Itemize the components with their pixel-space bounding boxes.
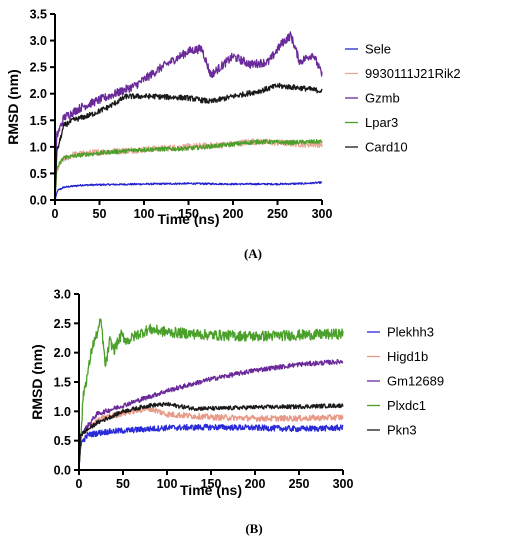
x-tick-label: 250: [267, 207, 288, 221]
series-line-Gzmb: [55, 31, 323, 200]
panel-label: (A): [244, 246, 262, 261]
x-tick-label: 50: [116, 477, 130, 491]
y-tick-label: 3.0: [30, 34, 47, 48]
series-line-Lpar3: [55, 138, 323, 200]
series-line-Plxdc1: [79, 318, 344, 470]
legend-label-Gm12689: Gm12689: [387, 374, 444, 389]
series-line-Plekhh3: [79, 423, 344, 470]
x-tick-label: 200: [245, 477, 266, 491]
legend-label-Plxdc1: Plxdc1: [387, 398, 426, 413]
y-tick-label: 3.0: [54, 288, 71, 302]
series-line-Card10: [55, 82, 323, 200]
x-tick-label: 200: [223, 207, 244, 221]
x-tick-label: 50: [93, 207, 107, 221]
panel-label: (B): [245, 521, 262, 536]
legend-label-Lpar3: Lpar3: [365, 115, 398, 130]
x-tick-label: 0: [52, 207, 59, 221]
y-tick-label: 1.0: [30, 140, 47, 154]
legend-label-9930111J21Rik2: 9930111J21Rik2: [365, 66, 461, 81]
y-tick-label: 1.0: [54, 405, 71, 419]
legend-label-Higd1b: Higd1b: [387, 349, 428, 364]
series-line-9930111J21Rik2: [55, 138, 323, 200]
y-tick-label: 2.0: [30, 87, 47, 101]
y-tick-label: 2.5: [54, 317, 71, 331]
x-tick-label: 250: [289, 477, 310, 491]
y-tick-label: 0.5: [30, 167, 47, 181]
legend-label-Plekhh3: Plekhh3: [387, 325, 434, 340]
legend-label-Pkn3: Pkn3: [387, 423, 417, 438]
y-tick-label: 1.5: [54, 376, 71, 390]
legend-label-Sele: Sele: [365, 42, 391, 57]
x-tick-label: 150: [201, 477, 222, 491]
y-tick-label: 0.0: [54, 464, 71, 478]
y-axis-title: RMSD (nm): [5, 69, 21, 144]
x-axis-title: Time (ns): [158, 211, 220, 227]
y-tick-label: 1.5: [30, 114, 47, 128]
x-tick-label: 0: [76, 477, 83, 491]
series-line-Gm12689: [79, 358, 344, 470]
y-tick-label: 0.0: [30, 194, 47, 208]
y-tick-label: 2.5: [30, 61, 47, 75]
series-line-Sele: [55, 181, 323, 200]
x-tick-label: 150: [178, 207, 199, 221]
x-tick-label: 100: [157, 477, 178, 491]
y-tick-label: 3.5: [30, 8, 47, 22]
x-tick-label: 300: [312, 207, 333, 221]
legend-label-Gzmb: Gzmb: [365, 91, 400, 106]
series-line-Higd1b: [79, 405, 344, 470]
x-tick-label: 300: [333, 477, 354, 491]
x-axis-title: Time (ns): [180, 482, 242, 498]
series-line-Pkn3: [79, 401, 344, 470]
y-tick-label: 2.0: [54, 346, 71, 360]
y-axis-title: RMSD (nm): [29, 344, 45, 419]
x-tick-label: 100: [134, 207, 155, 221]
legend-label-Card10: Card10: [365, 140, 408, 155]
y-tick-label: 0.5: [54, 434, 71, 448]
